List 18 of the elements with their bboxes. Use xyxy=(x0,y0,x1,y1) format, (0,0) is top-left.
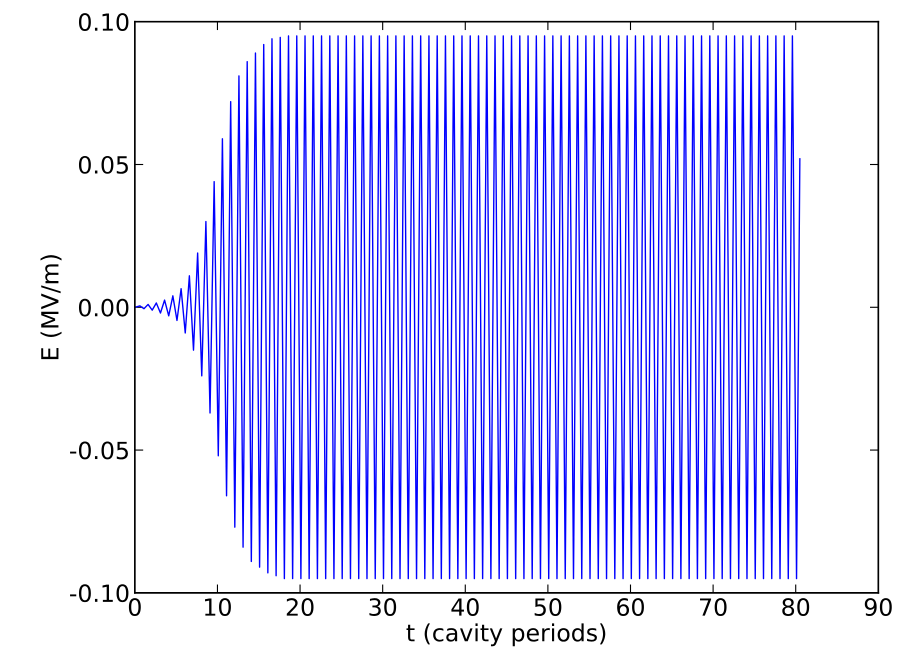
x-tick-label: 30 xyxy=(369,598,396,616)
line-series xyxy=(134,35,801,580)
x-tick-label: 0 xyxy=(128,598,141,616)
y-axis-title: E (MV/m) xyxy=(40,255,62,360)
x-axis-title: t (cavity periods) xyxy=(406,623,606,646)
y-tick-label: -0.05 xyxy=(70,442,128,460)
x-tick-label: 40 xyxy=(451,598,479,616)
y-tick-label: 0.10 xyxy=(78,13,128,32)
y-tick-label: 0.00 xyxy=(78,298,128,317)
y-tick-label: 0.05 xyxy=(78,156,128,174)
x-tick-label: 70 xyxy=(700,598,727,616)
x-tick-label: 80 xyxy=(782,598,810,616)
x-tick-label: 10 xyxy=(205,598,231,616)
x-tick-label: 20 xyxy=(286,598,314,616)
y-tick-label: -0.10 xyxy=(70,584,128,602)
x-tick-label: 90 xyxy=(864,598,892,616)
x-tick-label: 50 xyxy=(534,598,562,616)
x-tick-label: 60 xyxy=(617,598,644,616)
